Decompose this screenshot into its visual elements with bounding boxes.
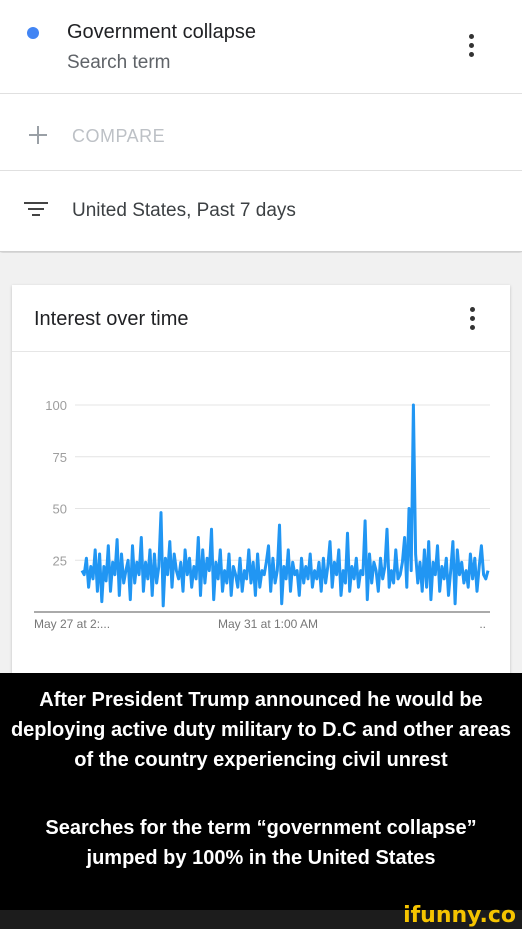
search-term-row[interactable]: Government collapse Search term (0, 0, 522, 94)
meme-caption: After President Trump announced he would… (0, 673, 522, 910)
x-tick-label: May 27 at 2:... (34, 617, 110, 631)
x-tick-label: .. (479, 617, 486, 631)
caption-line-2: Searches for the term “government collap… (45, 817, 477, 869)
search-term-title: Government collapse (67, 21, 256, 43)
y-tick-label: 75 (53, 450, 67, 465)
interest-line-chart: 100 75 50 25 May 27 at 2:... May 31 at 1:00 A… (34, 398, 490, 631)
search-panel: Government collapse Search term COMPARE … (0, 0, 522, 252)
interest-over-time-card: Interest over time 100 75 50 25 May 27 at 2:… (12, 285, 510, 675)
chart-card-header: Interest over time (12, 285, 510, 352)
more-vert-icon[interactable] (462, 307, 482, 335)
x-tick-label: May 31 at 1:00 AM (218, 617, 318, 631)
search-term-subtitle: Search term (67, 52, 171, 73)
filter-icon[interactable] (24, 200, 50, 218)
y-tick-label: 25 (53, 553, 67, 568)
y-tick-label: 100 (45, 398, 67, 413)
compare-row[interactable] (0, 95, 522, 171)
caption-line-1: After President Trump announced he would… (10, 689, 512, 771)
series-line (80, 403, 490, 608)
compare-button[interactable]: COMPARE (72, 126, 166, 146)
plus-icon[interactable] (27, 124, 49, 146)
filter-summary[interactable]: United States, Past 7 days (72, 200, 296, 221)
more-vert-icon[interactable] (461, 34, 481, 62)
term-color-dot (27, 27, 39, 39)
chart-title: Interest over time (34, 308, 189, 330)
y-tick-label: 50 (53, 502, 67, 517)
ifunny-watermark: ifunny.co (403, 903, 516, 928)
footer-bar (0, 910, 522, 929)
